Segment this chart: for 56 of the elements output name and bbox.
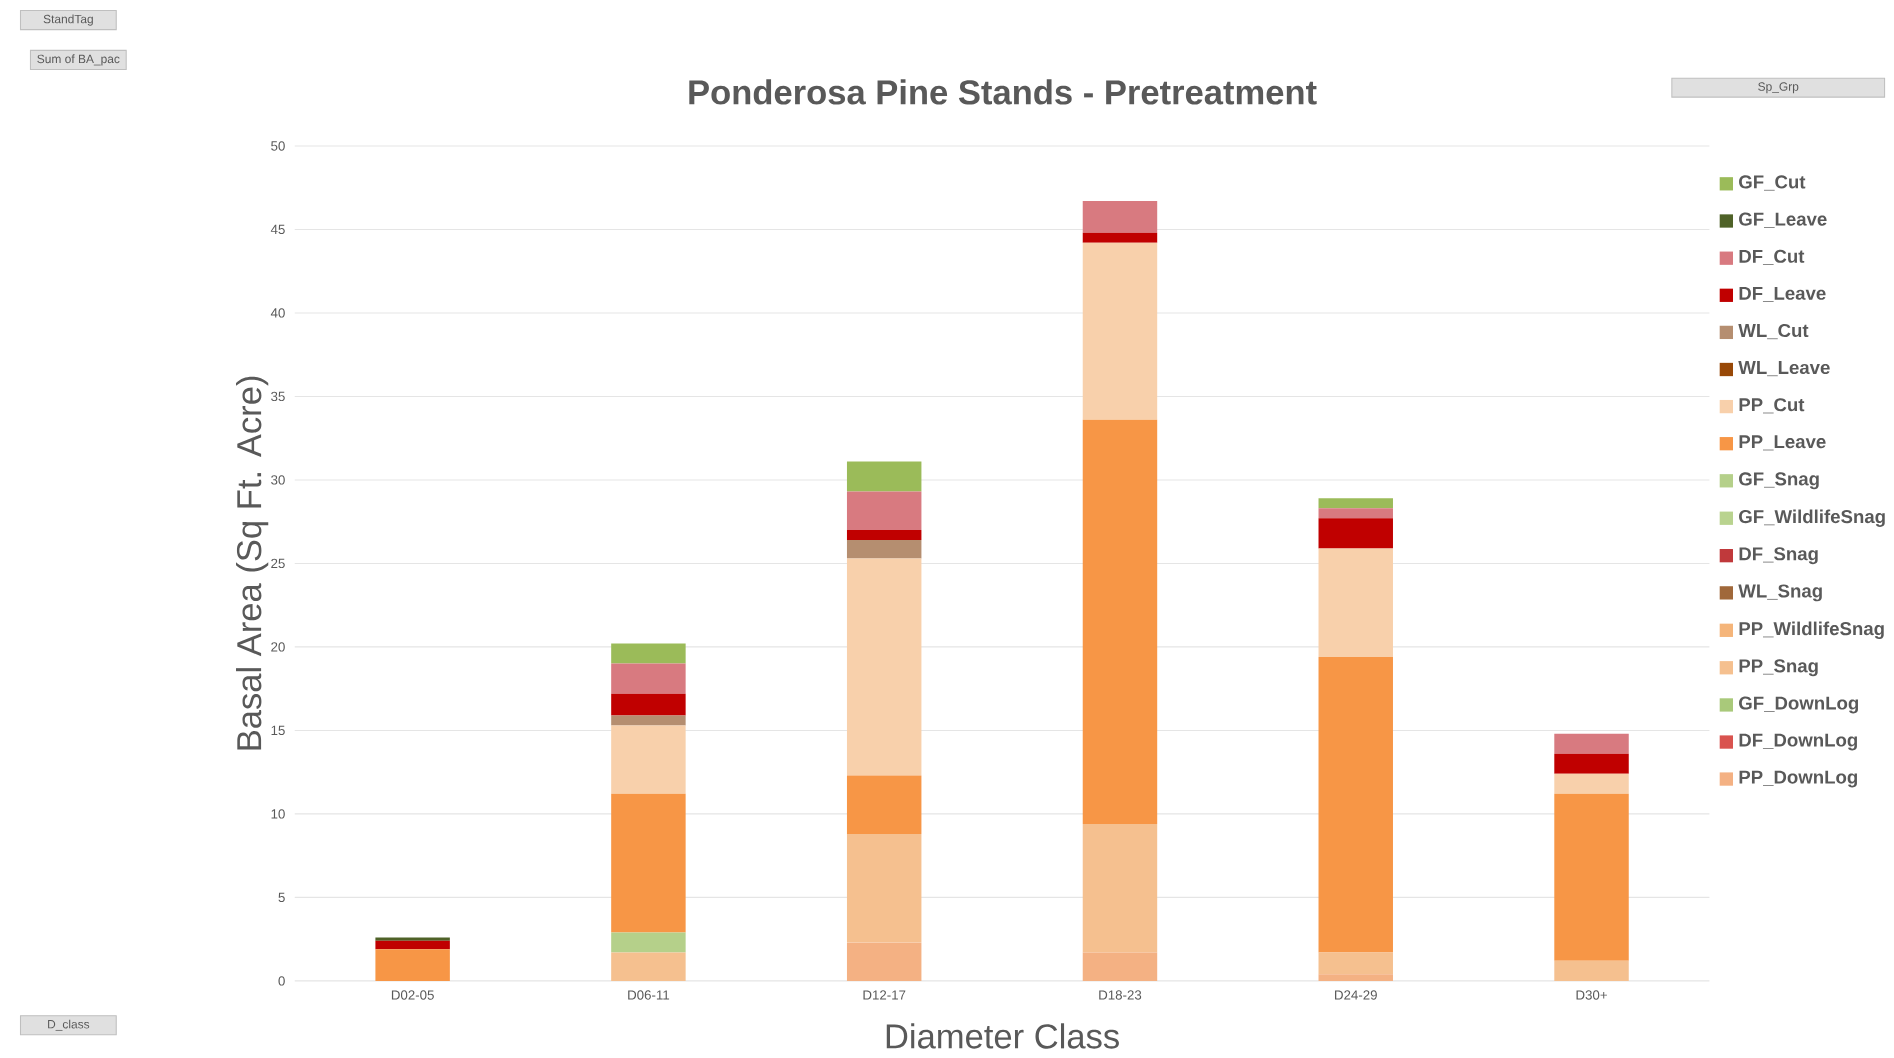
legend-label: WL_Cut [1738, 324, 1809, 340]
bar [1082, 232, 1158, 243]
bar [1554, 754, 1629, 775]
bar [1318, 498, 1393, 509]
legend-label: GF_DownLog [1739, 696, 1859, 714]
legend-label: GF_Leave [1739, 212, 1827, 228]
legend-label: WL_Leave [1738, 361, 1830, 377]
bar [1082, 243, 1158, 421]
bar [1318, 518, 1393, 549]
x-axis-title: Diameter Class [886, 1023, 1119, 1049]
bar [1554, 794, 1629, 962]
bar [375, 941, 450, 950]
bar [1318, 974, 1393, 982]
legend-label: GF_WildlifeSnag [1739, 509, 1885, 528]
bar [611, 932, 686, 953]
bar [1082, 201, 1158, 233]
legend-label: DF_DownLog [1739, 733, 1858, 751]
bar [846, 491, 922, 531]
legend-label: GF_Snag [1739, 472, 1819, 490]
bar [1082, 824, 1158, 953]
bar [611, 952, 686, 982]
bar [846, 834, 922, 943]
legend-label: WL_Snag [1738, 584, 1822, 602]
bar [846, 530, 922, 541]
bar [611, 693, 686, 716]
bar [1318, 952, 1393, 975]
bar [1318, 548, 1393, 658]
legend-label: PP_DownLog [1739, 770, 1858, 788]
legend-label: DF_Leave [1739, 287, 1826, 303]
legend-label: PP_Leave [1739, 435, 1826, 451]
bar [611, 643, 686, 664]
legend-label: PP_Cut [1739, 398, 1805, 414]
bar [846, 540, 922, 559]
bar [846, 461, 922, 492]
bar [1318, 508, 1393, 519]
bar [611, 715, 686, 726]
bar [1082, 420, 1158, 825]
legend-label: PP_Snag [1739, 659, 1818, 677]
bar [1554, 961, 1629, 982]
y-axis-title: Basal Area (Sq Ft. Acre) [236, 376, 269, 750]
bar [1554, 733, 1629, 754]
bar [611, 725, 686, 795]
legend-label: GF_Cut [1739, 175, 1806, 191]
bar [611, 794, 686, 933]
bar [1082, 952, 1158, 982]
bar [611, 663, 686, 694]
bar [846, 558, 922, 776]
legend-label: DF_Cut [1739, 249, 1805, 266]
bar [846, 775, 922, 835]
bar [846, 942, 922, 982]
bar [1554, 774, 1629, 795]
bar [1318, 657, 1393, 953]
bar [375, 949, 450, 982]
legend-label: PP_WildlifeSnag [1739, 621, 1884, 640]
chart-title: Ponderosa Pine Stands - Pretreatment [689, 79, 1317, 105]
legend-label: DF_Snag [1739, 547, 1818, 565]
